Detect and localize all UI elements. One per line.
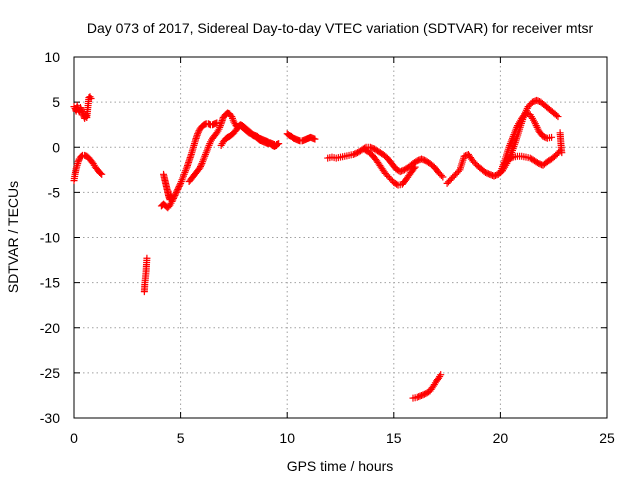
data-point — [558, 149, 566, 157]
tick-labels: 0 5 10 15 20 25 -30 -25 -20 -15 -10 -5 0 5 10 — [40, 49, 615, 446]
series-arc-early-b — [70, 93, 95, 122]
data-point — [167, 190, 175, 198]
data-point — [174, 185, 182, 193]
data-point — [98, 170, 106, 178]
data-point — [143, 254, 151, 262]
data-point — [437, 172, 445, 180]
data-point — [197, 161, 205, 169]
data-point — [553, 111, 561, 119]
series-arc-20h-to-23h — [496, 109, 556, 177]
data-point — [213, 119, 221, 127]
data-point — [171, 191, 179, 199]
series-arc-early-a — [70, 151, 106, 185]
data-markers — [70, 93, 566, 402]
data-point — [554, 113, 562, 121]
data-point — [410, 164, 418, 172]
y-tick-label: -30 — [40, 410, 60, 426]
x-tick-label: 15 — [386, 430, 402, 446]
y-tick-label: -10 — [40, 230, 60, 246]
data-point — [273, 141, 281, 149]
series-arc-20h-dip — [501, 147, 564, 169]
x-tick-label: 25 — [599, 430, 615, 446]
y-tick-label: -5 — [48, 184, 61, 200]
data-point — [311, 135, 319, 143]
data-point — [175, 182, 183, 190]
data-point — [97, 169, 105, 177]
series-arc-6h-to-9h — [217, 121, 281, 150]
data-point — [411, 163, 419, 171]
y-tick-label: -20 — [40, 320, 60, 336]
chart-title: Day 073 of 2017, Sidereal Day-to-day VTE… — [87, 20, 594, 36]
grid — [74, 57, 607, 418]
x-tick-label: 10 — [279, 430, 295, 446]
y-axis-label: SDTVAR / TECUs — [5, 181, 21, 293]
series-arc-23h — [556, 129, 566, 157]
series-arc-4h-to-7h — [157, 119, 221, 212]
plot-frame — [73, 56, 608, 419]
data-point — [196, 164, 204, 172]
y-tick-label: 0 — [52, 139, 60, 155]
data-point — [439, 173, 447, 181]
y-tick-label: -15 — [40, 275, 60, 291]
data-point — [174, 184, 182, 192]
series-arc-3h — [140, 254, 151, 296]
data-point — [87, 95, 95, 103]
data-point — [508, 154, 516, 162]
x-axis-label: GPS time / hours — [287, 458, 394, 474]
x-tick-label: 0 — [70, 430, 78, 446]
series-arc-10h-to-11h — [283, 130, 319, 145]
data-point — [194, 128, 202, 136]
x-tick-label: 20 — [493, 430, 509, 446]
data-point — [437, 371, 445, 379]
series-arc-17h-to-23h — [443, 96, 562, 187]
series-arc-4h-cluster — [160, 170, 175, 204]
series-arc-13h-to-16h — [360, 145, 419, 189]
data-point — [548, 133, 556, 141]
data-point — [194, 130, 202, 138]
data-point — [196, 163, 204, 171]
data-point — [176, 181, 184, 189]
series-arc-16h-low — [409, 371, 445, 402]
y-tick-label: -25 — [40, 365, 60, 381]
series-arc-12h-to-17h — [324, 143, 447, 181]
y-tick-label: 10 — [44, 49, 60, 65]
data-point — [173, 187, 181, 195]
data-point — [172, 188, 180, 196]
y-tick-label: 5 — [52, 94, 60, 110]
x-tick-label: 5 — [177, 430, 185, 446]
